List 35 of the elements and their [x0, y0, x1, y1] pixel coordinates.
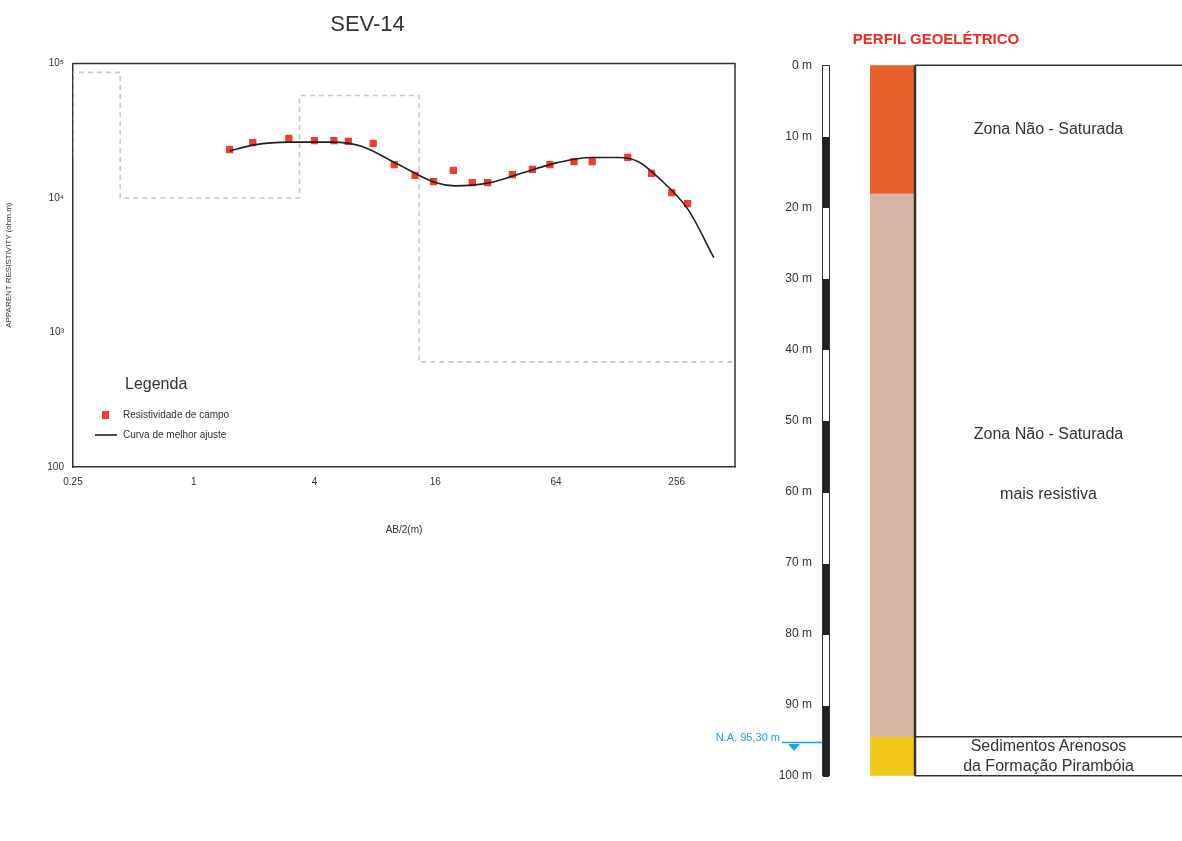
text: Sedimentos Arenosos da Formação Pirambóia — [963, 736, 1134, 774]
y-tick-label: 100 m — [778, 768, 812, 783]
y-tick-label: 10³ — [49, 326, 65, 338]
text: Zona Não - Saturada mais resistiva — [973, 425, 1124, 503]
y-tick-label: 40 m — [785, 341, 812, 356]
y-tick-label: 10⁴ — [48, 191, 64, 203]
text: Zona Não - Saturada — [973, 119, 1124, 137]
y-tick-label: 10⁵ — [48, 57, 64, 69]
y-tick-label: 10 m — [785, 128, 812, 143]
x-axis-title: AB/2(m) — [385, 523, 423, 535]
x-tick-label: 0.25 — [63, 475, 84, 487]
x-tick-label: 16 — [429, 475, 442, 487]
bar — [870, 192, 915, 738]
x-tick-label: 1 — [190, 475, 197, 487]
chart-title: SEV-14 — [330, 11, 405, 37]
x-tick-label: 256 — [668, 475, 686, 487]
y-tick-label: 60 m — [785, 483, 812, 498]
y-tick-label: 90 m — [785, 697, 812, 712]
y-axis-title: APPARENT RESISTIVITY (ohm.m) — [4, 202, 13, 328]
legend-label: Curva de melhor ajuste — [123, 428, 227, 440]
y-tick-label: 80 m — [785, 625, 812, 640]
y-tick-label: 0 m — [791, 57, 812, 72]
bar — [870, 736, 915, 776]
y-tick-label: 20 m — [785, 199, 812, 214]
x-tick-label: 4 — [311, 475, 318, 487]
y-tick-label: 30 m — [785, 270, 812, 285]
legend-label: Resistividade de campo — [123, 408, 230, 420]
legend-title: Legenda — [125, 375, 188, 393]
y-tick-label: 100 — [47, 460, 65, 472]
y-tick-label: 70 m — [785, 554, 812, 569]
y-tick-label: 50 m — [785, 412, 812, 427]
ref-line-label: N.A. 95,30 m — [715, 730, 780, 743]
x-tick-label: 64 — [550, 475, 562, 487]
chart-title: PERFIL GEOELÉTRICO — [852, 30, 1020, 48]
bar — [870, 65, 915, 194]
